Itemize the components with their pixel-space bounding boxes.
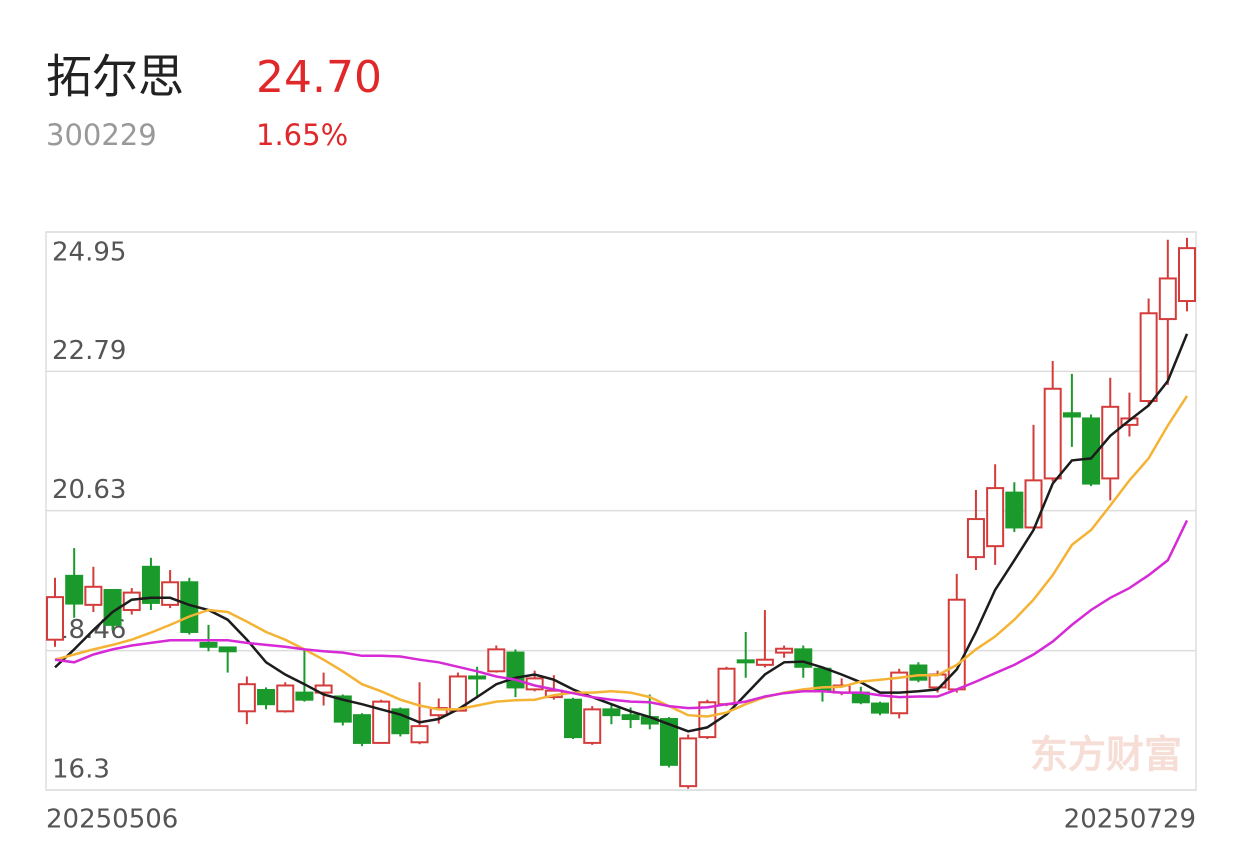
- candle-body: [429, 707, 448, 717]
- candle-body: [295, 691, 314, 701]
- candle-body: [928, 673, 947, 689]
- candle-body: [487, 648, 506, 673]
- candle-body: [199, 641, 218, 648]
- stock-code: 300229: [46, 118, 157, 152]
- candle-body: [333, 695, 352, 723]
- ma-line: [54, 333, 1189, 733]
- candle-body: [1062, 412, 1081, 418]
- candle-body: [65, 574, 84, 605]
- candle-body: [1178, 247, 1196, 303]
- watermark: 东方财富: [1030, 733, 1182, 777]
- ma-line: [54, 519, 1189, 710]
- candle-body: [1101, 405, 1120, 480]
- candle-body: [755, 658, 774, 666]
- candle-body: [736, 659, 755, 664]
- candle-body: [621, 714, 640, 721]
- candle-body: [602, 708, 621, 717]
- candle-body: [84, 585, 103, 606]
- x-tick-label: 20250506: [46, 805, 178, 835]
- candle-body: [46, 596, 64, 641]
- stock-price: 24.70: [256, 52, 382, 103]
- candle-body: [659, 718, 678, 766]
- y-tick-label: 16.3: [52, 755, 110, 785]
- stock-name: 拓尔思: [46, 50, 184, 104]
- candle-body: [1158, 277, 1177, 321]
- candle-body: [909, 664, 928, 681]
- candle-body: [1082, 417, 1101, 485]
- candle-body: [871, 702, 890, 714]
- stock-change: 1.65%: [256, 118, 348, 152]
- candle-body: [679, 737, 698, 788]
- candle-body: [237, 683, 256, 713]
- candle-body: [775, 647, 794, 654]
- candle-body: [1024, 479, 1043, 529]
- candle-body: [986, 487, 1005, 548]
- ma-line: [54, 395, 1189, 718]
- candle-body: [583, 708, 602, 744]
- candle-body: [352, 714, 371, 744]
- candle-body: [141, 565, 160, 604]
- candle-body: [410, 725, 429, 744]
- x-tick-label: 20250729: [1064, 805, 1196, 835]
- candle-body: [1043, 387, 1062, 480]
- candle-body: [1139, 312, 1158, 403]
- candle-body: [122, 591, 141, 612]
- candle-body: [276, 684, 295, 713]
- candle-body: [468, 675, 487, 680]
- y-tick-label: 22.79: [52, 336, 126, 366]
- candle-body: [1005, 491, 1024, 529]
- candle-body: [218, 646, 237, 653]
- candle-body: [966, 518, 985, 559]
- candle-body: [717, 667, 736, 706]
- candle-body: [161, 581, 180, 606]
- y-tick-label: 20.63: [52, 475, 126, 505]
- candle-body: [257, 689, 276, 706]
- candle-body: [372, 700, 391, 744]
- y-tick-label: 24.95: [52, 238, 126, 268]
- candle-body: [564, 698, 583, 739]
